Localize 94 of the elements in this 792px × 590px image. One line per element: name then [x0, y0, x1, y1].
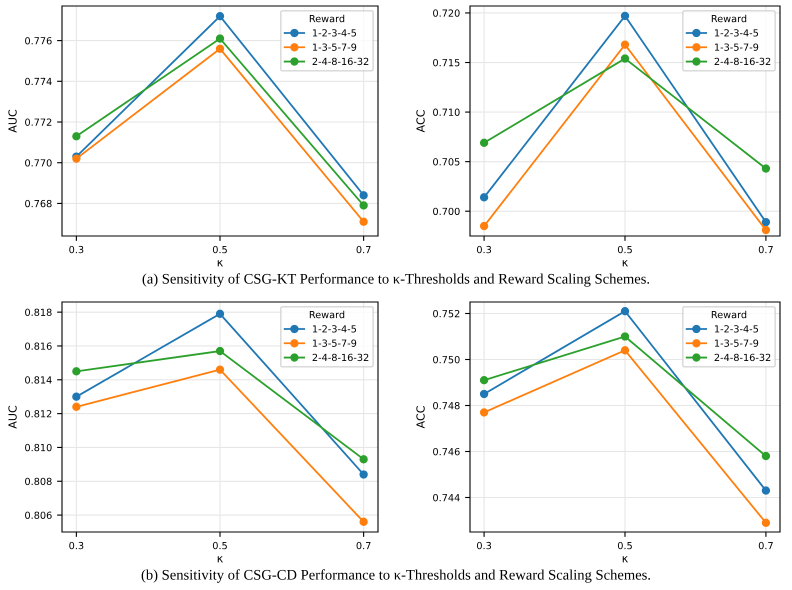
- legend-label: 1-3-5-7-9: [312, 43, 356, 51]
- y-tick-label: 0.746: [433, 448, 460, 456]
- x-tick-label: 0.3: [477, 542, 492, 550]
- x-tick-label: 0.3: [477, 246, 492, 254]
- legend-label: 2-4-8-16-32: [714, 58, 770, 66]
- legend-title: Reward: [712, 14, 746, 22]
- y-tick-label: 0.700: [433, 208, 460, 216]
- point: [762, 452, 770, 460]
- point: [480, 390, 488, 398]
- point: [762, 518, 770, 527]
- point: [620, 332, 630, 341]
- x-tick-label: 0.5: [618, 542, 632, 550]
- legend-label: 1-2-3-4-5: [312, 325, 356, 333]
- x-tick-label: 0.3: [69, 246, 84, 254]
- point: [359, 518, 368, 526]
- legend-label: 1-2-3-4-5: [714, 325, 758, 333]
- point: [216, 12, 224, 20]
- x-tick-label: 0.3: [69, 542, 84, 550]
- point: [762, 164, 770, 173]
- y-tick-label: 0.748: [433, 402, 460, 410]
- y-tick-label: 0.710: [433, 108, 460, 116]
- point: [72, 392, 81, 401]
- point: [620, 307, 630, 316]
- y-tick-label: 0.816: [25, 342, 52, 350]
- y-tick-label: 0.705: [433, 158, 460, 166]
- y-tick-label: 0.812: [25, 410, 52, 418]
- point: [72, 132, 81, 140]
- point: [216, 346, 224, 356]
- point: [359, 201, 368, 210]
- y-tick-label: 0.814: [25, 376, 52, 384]
- legend-title: Reward: [310, 310, 344, 318]
- y-tick-label: 0.744: [433, 494, 460, 502]
- point: [480, 138, 488, 147]
- point: [216, 365, 224, 374]
- point: [762, 486, 770, 495]
- x-axis-title: κ: [218, 260, 224, 266]
- legend-label: 1-3-5-7-9: [714, 43, 758, 51]
- point: [359, 470, 368, 479]
- text: (a) Sensitivity of CSG-KT Performance to κ-Thresholds and Reward Scaling Schemes.: [142, 273, 650, 287]
- point: [480, 408, 488, 417]
- legend-label: 2-4-8-16-32: [312, 58, 368, 66]
- x-tick-label: 0.7: [758, 542, 773, 550]
- y-tick-label: 0.770: [25, 159, 52, 167]
- legend-label: 1-2-3-4-5: [714, 29, 758, 37]
- point: [216, 44, 224, 53]
- point: [72, 367, 81, 376]
- y-tick-label: 0.776: [25, 37, 52, 44]
- point: [216, 34, 224, 43]
- legend-label: 2-4-8-16-32: [714, 354, 770, 362]
- x-tick-label: 0.5: [212, 246, 227, 254]
- legend-label: 1-3-5-7-9: [714, 339, 758, 347]
- point: [359, 191, 368, 200]
- point: [72, 402, 81, 412]
- point: [480, 193, 488, 202]
- x-tick-label: 0.7: [356, 246, 371, 254]
- y-tick-label: 0.772: [25, 118, 52, 126]
- x-tick-label: 0.5: [618, 246, 632, 254]
- x-tick-label: 0.7: [356, 542, 371, 550]
- x-axis-title: κ: [218, 556, 224, 562]
- y-axis-title: AUC: [8, 406, 17, 429]
- point: [620, 40, 630, 49]
- legend-label: 1-2-3-4-5: [312, 29, 356, 37]
- legend-title: Reward: [712, 310, 746, 318]
- point: [480, 222, 488, 230]
- y-tick-label: 0.752: [433, 310, 460, 318]
- point: [620, 12, 630, 20]
- point: [620, 346, 630, 354]
- x-axis-title: κ: [622, 556, 628, 562]
- point: [216, 310, 224, 318]
- y-axis-title: ACC: [416, 110, 425, 132]
- point: [762, 226, 770, 234]
- y-axis-title: ACC: [416, 406, 425, 428]
- y-axis-title: AUC: [8, 110, 17, 133]
- y-tick-label: 0.810: [25, 444, 52, 452]
- text: (b) Sensitivity of CSG-CD Performance to κ-Thresholds and Reward Scaling Schemes.: [142, 569, 650, 583]
- y-tick-label: 0.715: [433, 58, 460, 66]
- point: [620, 54, 630, 63]
- x-axis-title: κ: [622, 260, 628, 266]
- y-tick-label: 0.750: [433, 356, 460, 364]
- x-tick-label: 0.5: [212, 542, 227, 550]
- y-tick-label: 0.720: [433, 9, 460, 17]
- y-tick-label: 0.808: [25, 478, 52, 486]
- legend-label: 2-4-8-16-32: [312, 354, 368, 362]
- legend-label: 1-3-5-7-9: [312, 339, 356, 347]
- y-tick-label: 0.806: [25, 512, 52, 519]
- y-tick-label: 0.818: [25, 308, 52, 316]
- point: [359, 455, 368, 464]
- y-tick-label: 0.768: [25, 200, 52, 208]
- y-tick-label: 0.774: [25, 78, 52, 86]
- x-tick-label: 0.7: [758, 246, 773, 254]
- point: [762, 218, 770, 226]
- legend-title: Reward: [310, 14, 344, 22]
- point: [359, 218, 368, 226]
- point: [480, 376, 488, 384]
